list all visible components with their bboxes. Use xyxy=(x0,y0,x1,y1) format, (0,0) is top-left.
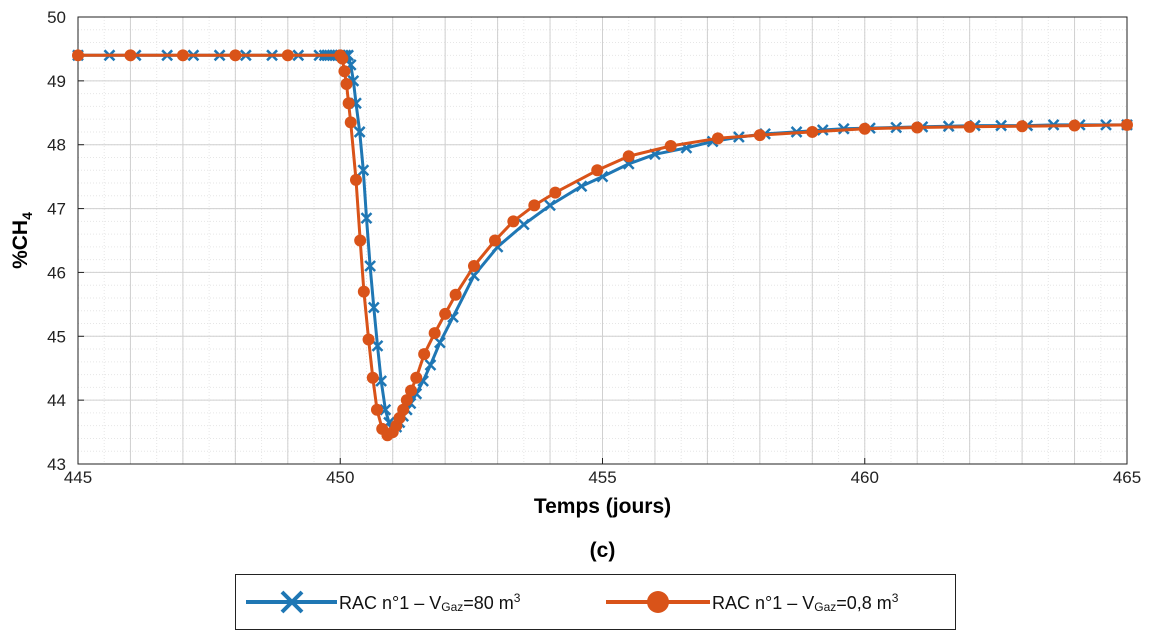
x-tick-label: 465 xyxy=(1113,468,1141,487)
legend-label-series-1: RAC n°1 – VGaz=80 m3 xyxy=(339,590,521,614)
series-1-point xyxy=(353,126,366,138)
series-2-point xyxy=(449,288,462,301)
series-2-point xyxy=(488,234,501,247)
legend-item-series-2: RAC n°1 – VGaz=0,8 m3 xyxy=(604,575,898,629)
chart-svg: 445 450 455 460 465 43 44 45 46 47 48 49 50 Temps (j… xyxy=(9,8,1141,562)
x-tick-label: 445 xyxy=(64,468,92,487)
y-axis-title: %CH4 xyxy=(9,212,35,269)
y-axis-title-main: %CH xyxy=(9,220,32,269)
series-1-point xyxy=(434,336,446,349)
series-2-point xyxy=(507,215,520,228)
axis-ticks: 445 450 455 460 465 43 44 45 46 47 48 49 50 xyxy=(47,8,1141,487)
x-tick-label: 450 xyxy=(326,468,354,487)
series-2-point xyxy=(72,49,84,62)
series-2-point xyxy=(338,65,351,78)
series-2-point xyxy=(418,348,431,361)
series-2-point xyxy=(354,234,367,247)
series-2-point xyxy=(1121,118,1133,131)
series-2-point xyxy=(340,78,353,91)
y-tick-label: 44 xyxy=(47,391,66,410)
series-2-point xyxy=(176,49,189,62)
series-2-point xyxy=(281,49,294,62)
series-layer xyxy=(72,49,1133,442)
series-2-point xyxy=(428,327,441,340)
series-2-point xyxy=(1016,120,1029,133)
series-2-point xyxy=(342,97,355,110)
series-2-point xyxy=(806,125,819,138)
y-tick-label: 50 xyxy=(47,8,66,27)
series-2-point xyxy=(336,52,349,65)
major-grid xyxy=(77,16,1128,465)
series-1-point xyxy=(367,301,380,314)
panel-label: (c) xyxy=(590,539,616,562)
series-2-point xyxy=(549,186,562,199)
series-1-point xyxy=(379,403,392,416)
series-2-point xyxy=(858,122,871,135)
series-1-point xyxy=(364,260,377,272)
y-tick-label: 49 xyxy=(47,72,66,91)
series-1-point xyxy=(360,212,373,225)
series-2-point xyxy=(366,371,379,384)
series-2-point xyxy=(753,129,766,142)
series-2-point xyxy=(410,371,423,384)
series-2-point xyxy=(124,49,137,62)
series-2-point xyxy=(911,121,924,134)
series-2-point xyxy=(622,150,635,163)
x-tick-label: 460 xyxy=(851,468,879,487)
x-axis-title: Temps (jours) xyxy=(534,495,671,518)
series-2-point xyxy=(467,260,480,273)
legend-item-series-1: RAC n°1 – VGaz=80 m3 xyxy=(244,575,520,629)
series-2-point xyxy=(664,139,677,152)
series-2-point xyxy=(349,173,362,186)
y-tick-label: 46 xyxy=(47,263,66,282)
series-2-point xyxy=(357,285,370,298)
series-2-point xyxy=(229,49,242,62)
y-axis-title-subscript: 4 xyxy=(19,212,35,220)
series-2-point xyxy=(963,120,976,133)
legend-swatch-series-1 xyxy=(246,590,337,614)
series-2-point xyxy=(439,307,452,320)
series-1-point xyxy=(517,218,530,231)
series-2-point xyxy=(397,403,410,416)
y-tick-label: 47 xyxy=(47,200,66,219)
series-2-point xyxy=(711,132,724,145)
series-2-point xyxy=(405,384,418,397)
legend: RAC n°1 – VGaz=80 m3 RAC n°1 – VGaz=0,8 … xyxy=(235,574,956,630)
series-2 xyxy=(72,49,1133,442)
y-tick-label: 45 xyxy=(47,327,66,346)
y-tick-label: 48 xyxy=(47,136,66,155)
legend-label-series-2: RAC n°1 – VGaz=0,8 m3 xyxy=(712,590,899,614)
legend-swatch-series-2 xyxy=(606,591,710,613)
series-1-point xyxy=(544,199,556,212)
series-2-point xyxy=(591,164,604,177)
series-1-point xyxy=(424,359,437,371)
series-2-point xyxy=(400,394,413,407)
series-2-point xyxy=(528,199,541,212)
series-2-point xyxy=(362,333,375,346)
x-tick-label: 455 xyxy=(588,468,616,487)
series-2-point xyxy=(1068,119,1081,132)
series-1-point xyxy=(357,164,370,177)
series-2-point xyxy=(370,403,383,416)
y-tick-label: 43 xyxy=(47,455,66,474)
series-1-point xyxy=(371,339,384,352)
series-1-point xyxy=(575,180,588,193)
series-2-point xyxy=(344,116,357,129)
